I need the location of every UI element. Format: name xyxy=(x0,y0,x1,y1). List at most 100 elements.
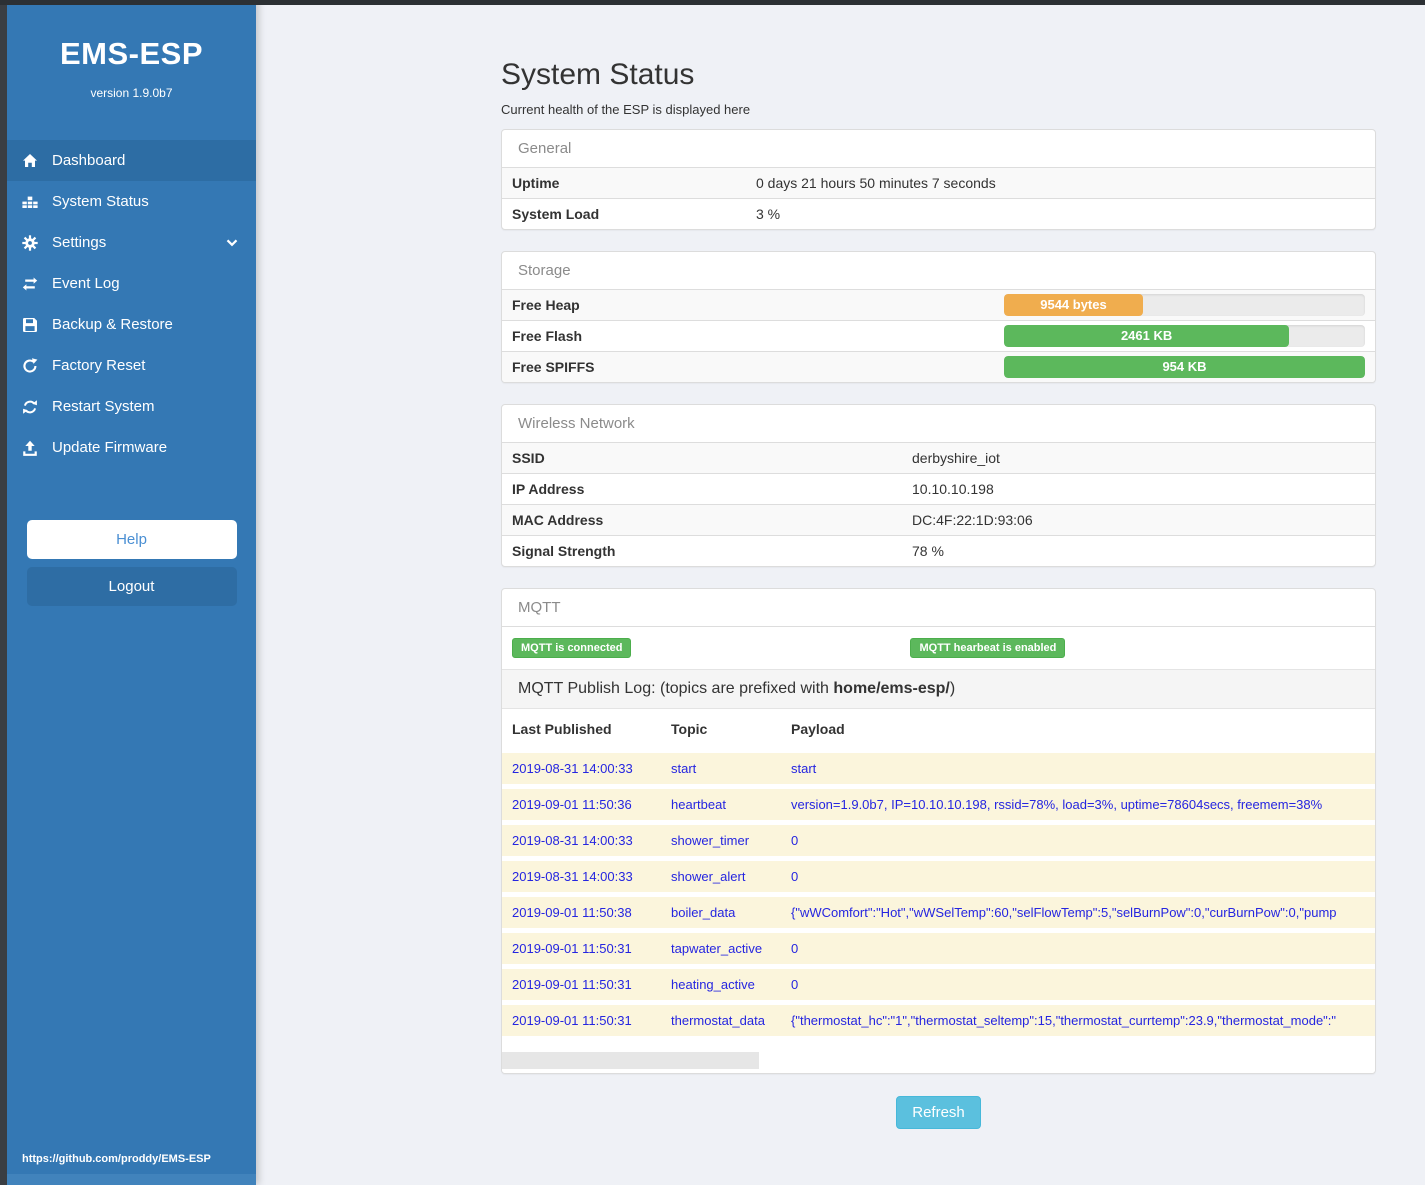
log-payload: start xyxy=(791,761,817,776)
log-payload: 0 xyxy=(791,941,799,956)
row-label: Uptime xyxy=(512,175,560,191)
home-icon xyxy=(22,153,41,169)
log-date: 2019-08-31 14:00:33 xyxy=(512,833,633,848)
sidebar: EMS-ESP version 1.9.0b7 Dashboard System … xyxy=(0,0,256,1185)
general-rows: Uptime 0 days 21 hours 50 minutes 7 secon… xyxy=(502,167,1375,229)
log-bottom-pad xyxy=(502,1069,1375,1073)
app-version: version 1.9.0b7 xyxy=(90,86,173,100)
row-label: IP Address xyxy=(512,481,585,497)
content-column: System Status Current health of the ESP … xyxy=(501,58,1376,1129)
log-payload: version=1.9.0b7, IP=10.10.10.198, rssid=… xyxy=(791,797,1323,812)
table-row: SSID derbyshire_iot xyxy=(502,442,1375,473)
log-row: 2019-08-31 14:00:33 shower_alert 0 xyxy=(502,856,1375,892)
sidebar-item-label: Backup & Restore xyxy=(52,316,173,333)
sidebar-item-label: Restart System xyxy=(52,398,155,415)
sidebar-item-label: Update Firmware xyxy=(52,439,168,456)
row-label: SSID xyxy=(512,450,545,466)
log-payload: 0 xyxy=(791,977,799,992)
main-area: System Status Current health of the ESP … xyxy=(256,5,1425,1129)
table-row: IP Address 10.10.10.198 xyxy=(502,473,1375,504)
column-header-last-published: Last Published xyxy=(512,721,612,737)
log-topic: start xyxy=(671,761,697,776)
sidebar-item-restart-system[interactable]: Restart System xyxy=(7,386,256,427)
row-value: 78 % xyxy=(912,543,944,559)
table-row: MAC Address DC:4F:22:1D:93:06 xyxy=(502,504,1375,535)
mqtt-heartbeat-badge: MQTT hearbeat is enabled xyxy=(910,638,1066,658)
progress-bar: 954 KB xyxy=(1004,356,1365,378)
mqtt-log-rows: 2019-08-31 14:00:33 start start 2019-09-01 … xyxy=(502,748,1375,1036)
log-topic: shower_alert xyxy=(671,869,746,884)
log-topic: tapwater_active xyxy=(671,941,763,956)
log-date: 2019-09-01 11:50:31 xyxy=(512,941,632,956)
upload-icon xyxy=(22,440,41,456)
sidebar-item-system-status[interactable]: System Status xyxy=(7,181,256,222)
sidebar-item-factory-reset[interactable]: Factory Reset xyxy=(7,345,256,386)
progress-bar: 9544 bytes xyxy=(1004,294,1143,316)
exchange-icon xyxy=(22,276,41,292)
general-panel-heading: General xyxy=(518,140,572,157)
chart-icon xyxy=(22,194,41,210)
sidebar-bottom-strip xyxy=(7,1174,256,1185)
mqtt-panel: MQTT MQTT is connected MQTT hearbeat is … xyxy=(501,588,1376,1074)
chevron-down-icon xyxy=(226,239,238,247)
sidebar-item-dashboard[interactable]: Dashboard xyxy=(7,140,256,181)
scrollbar-thumb[interactable] xyxy=(502,1052,759,1069)
mqtt-connected-badge: MQTT is connected xyxy=(512,638,632,658)
progress-track: 2461 KB xyxy=(1004,325,1365,347)
log-date: 2019-09-01 11:50:31 xyxy=(512,977,632,992)
sidebar-item-label: Dashboard xyxy=(52,152,126,169)
log-row: 2019-08-31 14:00:33 start start xyxy=(502,748,1375,784)
refresh-button[interactable]: Refresh xyxy=(896,1096,981,1129)
log-row: 2019-09-01 11:50:31 tapwater_active 0 xyxy=(502,928,1375,964)
column-header-payload: Payload xyxy=(791,721,845,737)
sidebar-item-label: Settings xyxy=(52,234,107,251)
progress-track: 954 KB xyxy=(1004,356,1365,378)
row-label: Free SPIFFS xyxy=(512,359,595,375)
progress-bar: 2461 KB xyxy=(1004,325,1290,347)
log-date: 2019-09-01 11:50:38 xyxy=(512,905,632,920)
help-button[interactable]: Help xyxy=(26,520,237,559)
log-row: 2019-09-01 11:50:31 heating_active 0 xyxy=(502,964,1375,1000)
mqtt-topic-prefix: home/ems-esp/ xyxy=(833,680,950,697)
row-value: 3 % xyxy=(756,206,781,222)
sidebar-item-settings[interactable]: Settings xyxy=(7,222,256,263)
mqtt-panel-heading: MQTT xyxy=(518,599,561,616)
page-subtitle: Current health of the ESP is displayed h… xyxy=(501,102,751,117)
log-payload: {"thermostat_hc":"1","thermostat_seltemp… xyxy=(791,1013,1337,1028)
sidebar-item-backup-restore[interactable]: Backup & Restore xyxy=(7,304,256,345)
log-topic: heartbeat xyxy=(671,797,726,812)
logout-button[interactable]: Logout xyxy=(26,567,237,606)
wireless-rows: SSID derbyshire_iot IP Address 10.10.10.198… xyxy=(502,442,1375,566)
horizontal-scrollbar xyxy=(502,1052,1375,1069)
log-date: 2019-09-01 11:50:36 xyxy=(512,797,632,812)
log-topic: boiler_data xyxy=(671,905,736,920)
row-label: MAC Address xyxy=(512,512,604,528)
sidebar-item-label: System Status xyxy=(52,193,149,210)
log-row: 2019-09-01 11:50:31 thermostat_data {"ther… xyxy=(502,1000,1375,1036)
gear-icon xyxy=(22,234,41,251)
row-value: DC:4F:22:1D:93:06 xyxy=(912,512,1033,528)
storage-panel-heading: Storage xyxy=(518,262,571,279)
app-title: EMS-ESP xyxy=(59,36,204,71)
sidebar-item-update-firmware[interactable]: Update Firmware xyxy=(7,427,256,468)
log-row: 2019-09-01 11:50:38 boiler_data {"wWComfor… xyxy=(502,892,1375,928)
row-label: Free Heap xyxy=(512,297,580,313)
log-row: 2019-08-31 14:00:33 shower_timer 0 xyxy=(502,820,1375,856)
wireless-panel: Wireless Network SSID derbyshire_iot IP Ad… xyxy=(501,404,1376,567)
table-row: Free Heap 9544 bytes xyxy=(502,289,1375,320)
mqtt-log-header: Last Published Topic Payload xyxy=(502,709,1375,748)
page-title: System Status xyxy=(501,58,695,91)
mqtt-badges: MQTT is connected MQTT hearbeat is enabl… xyxy=(502,626,1375,669)
log-date: 2019-09-01 11:50:31 xyxy=(512,1013,632,1028)
log-spacer xyxy=(502,1036,1375,1052)
row-value: 10.10.10.198 xyxy=(912,481,994,497)
github-link[interactable]: https://github.com/proddy/EMS-ESP xyxy=(22,1153,211,1165)
row-label: Signal Strength xyxy=(512,543,616,559)
save-icon xyxy=(22,317,41,333)
sidebar-item-event-log[interactable]: Event Log xyxy=(7,263,256,304)
row-label: Free Flash xyxy=(512,328,583,344)
log-date: 2019-08-31 14:00:33 xyxy=(512,761,633,776)
top-dark-bar xyxy=(0,0,1425,5)
table-row: Uptime 0 days 21 hours 50 minutes 7 secon… xyxy=(502,167,1375,198)
log-topic: shower_timer xyxy=(671,833,750,848)
